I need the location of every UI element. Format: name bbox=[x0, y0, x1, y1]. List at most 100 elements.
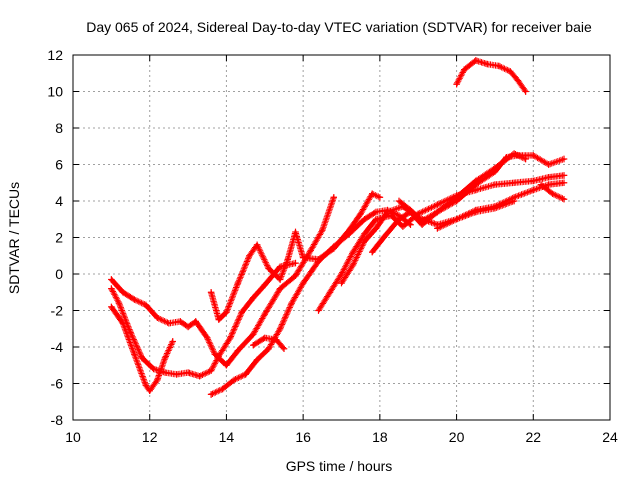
series-layer bbox=[108, 57, 568, 398]
data-point bbox=[184, 323, 192, 331]
data-point bbox=[315, 256, 322, 263]
data-point bbox=[491, 181, 499, 188]
data-point bbox=[276, 325, 284, 332]
data-point bbox=[250, 342, 257, 349]
data-point bbox=[299, 279, 307, 287]
data-point bbox=[372, 208, 380, 216]
y-tick-label: -4 bbox=[51, 339, 64, 355]
data-point bbox=[165, 320, 173, 327]
y-tick-label: 12 bbox=[47, 47, 63, 63]
series-arc-5 bbox=[207, 190, 384, 323]
data-point bbox=[242, 371, 249, 378]
data-point bbox=[219, 385, 226, 393]
data-point bbox=[369, 248, 376, 256]
data-point bbox=[545, 181, 552, 188]
data-point bbox=[292, 228, 299, 236]
data-point bbox=[184, 369, 192, 376]
data-point bbox=[131, 351, 138, 358]
chart-title: Day 065 of 2024, Sidereal Day-to-day VTE… bbox=[86, 19, 592, 35]
data-point bbox=[319, 227, 326, 234]
x-axis-title: GPS time / hours bbox=[286, 458, 393, 474]
series-arc-12 bbox=[537, 181, 568, 203]
data-point bbox=[150, 365, 157, 373]
data-point bbox=[453, 81, 460, 88]
data-point bbox=[265, 265, 272, 272]
data-point bbox=[349, 248, 357, 256]
data-point bbox=[173, 371, 180, 378]
data-point bbox=[361, 237, 368, 245]
y-tick-label: 10 bbox=[47, 84, 63, 100]
data-point bbox=[119, 289, 127, 296]
y-tick-label: -2 bbox=[51, 303, 64, 319]
data-point bbox=[372, 225, 380, 232]
data-point bbox=[207, 367, 215, 374]
data-point bbox=[472, 186, 479, 194]
grid bbox=[73, 55, 610, 420]
y-tick-label: 2 bbox=[55, 230, 63, 246]
data-point bbox=[357, 210, 364, 217]
data-point bbox=[169, 338, 176, 345]
data-point bbox=[395, 197, 403, 205]
data-point bbox=[507, 68, 514, 75]
data-point bbox=[530, 152, 537, 159]
data-point bbox=[376, 194, 384, 201]
data-point bbox=[407, 206, 414, 214]
data-point bbox=[146, 387, 153, 394]
series-arc-10 bbox=[395, 150, 529, 225]
data-point bbox=[514, 77, 522, 84]
data-point bbox=[434, 208, 441, 216]
data-point bbox=[522, 155, 529, 163]
data-point bbox=[484, 60, 491, 68]
data-point bbox=[223, 309, 230, 316]
data-point bbox=[288, 300, 295, 307]
data-point bbox=[161, 354, 169, 362]
data-point bbox=[234, 279, 242, 287]
data-point bbox=[560, 196, 568, 203]
data-point bbox=[230, 376, 238, 384]
series-arc-13 bbox=[453, 57, 529, 95]
data-point bbox=[384, 208, 391, 216]
data-point bbox=[284, 256, 291, 263]
data-point bbox=[108, 276, 115, 283]
data-point bbox=[495, 62, 502, 70]
data-point bbox=[273, 336, 280, 343]
data-point bbox=[161, 369, 169, 376]
data-point bbox=[211, 351, 219, 358]
data-point bbox=[461, 66, 468, 73]
data-point bbox=[192, 318, 199, 325]
data-point bbox=[196, 373, 203, 380]
data-point bbox=[453, 216, 460, 223]
data-point bbox=[207, 289, 215, 296]
x-tick-label: 22 bbox=[525, 429, 541, 445]
data-point bbox=[227, 334, 234, 342]
x-tick-label: 24 bbox=[602, 429, 618, 445]
data-point bbox=[261, 334, 268, 342]
data-point bbox=[369, 190, 376, 197]
data-point bbox=[276, 285, 284, 292]
data-point bbox=[453, 194, 460, 201]
data-point bbox=[491, 205, 499, 212]
data-point bbox=[560, 172, 568, 179]
x-tick-label: 20 bbox=[449, 429, 465, 445]
data-point bbox=[472, 177, 479, 185]
series-arc-3 bbox=[108, 194, 337, 369]
data-point bbox=[223, 362, 230, 369]
y-tick-label: 0 bbox=[55, 266, 63, 282]
data-point bbox=[338, 279, 345, 287]
data-point bbox=[131, 296, 138, 303]
data-point bbox=[115, 300, 123, 307]
data-point bbox=[510, 197, 518, 205]
data-point bbox=[307, 247, 314, 254]
data-point bbox=[326, 289, 334, 296]
data-point bbox=[261, 281, 268, 289]
data-point bbox=[510, 179, 518, 186]
data-point bbox=[250, 294, 257, 301]
data-point bbox=[522, 88, 529, 95]
y-tick-label: -6 bbox=[51, 376, 64, 392]
x-tick-label: 18 bbox=[372, 429, 388, 445]
data-point bbox=[545, 161, 552, 168]
data-point bbox=[261, 310, 268, 318]
